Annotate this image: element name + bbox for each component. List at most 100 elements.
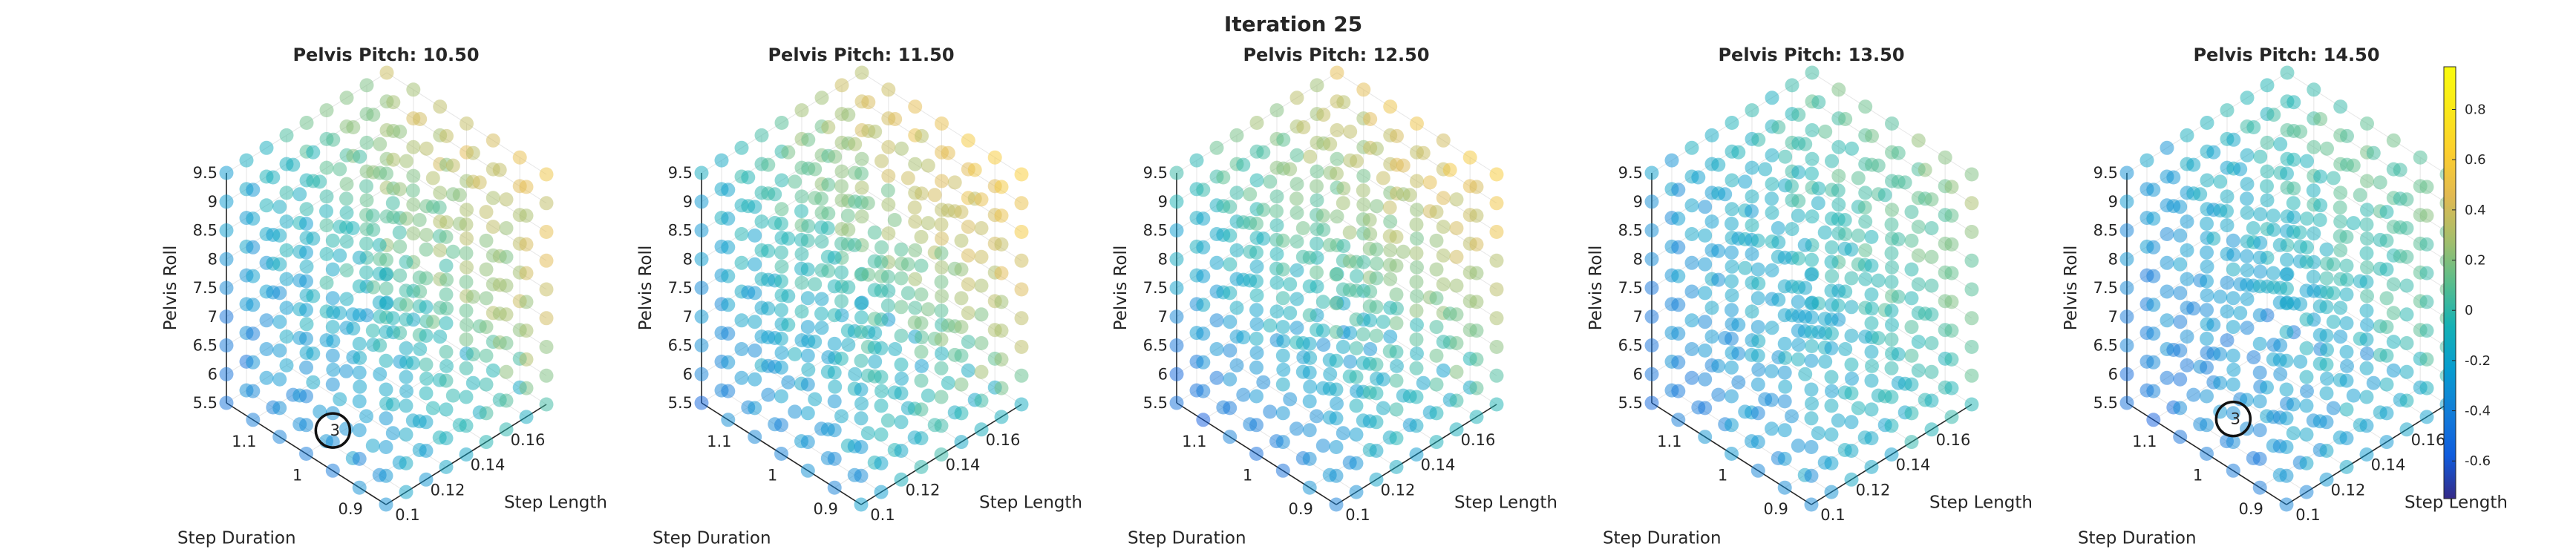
scatter-point: [339, 292, 354, 306]
z-tick-label: 9: [683, 193, 693, 211]
scatter-point: [1777, 480, 1792, 495]
scatter-point: [954, 262, 969, 277]
scatter-point: [1750, 262, 1765, 277]
scatter-point: [359, 409, 373, 424]
scatter-point: [774, 245, 788, 260]
scatter-point: [1884, 390, 1899, 404]
scatter-point: [1904, 435, 1919, 450]
scatter-point: [379, 468, 393, 483]
scatter-point: [1349, 341, 1364, 355]
scatter-point: [881, 197, 896, 212]
scatter-point: [279, 243, 294, 257]
scatter-point: [2173, 228, 2188, 243]
scatter-point: [486, 220, 500, 234]
scatter-point: [1964, 282, 1979, 297]
scatter-point: [1911, 248, 1926, 263]
scatter-point: [2413, 150, 2428, 165]
scatter-point: [748, 401, 762, 416]
z-tick-label: 9.5: [2093, 164, 2118, 182]
scatter-point: [2419, 381, 2434, 395]
x-tick-label: 0.16: [1936, 431, 1971, 449]
scatter-point: [359, 193, 374, 208]
scatter-point: [854, 267, 869, 282]
scatter-point: [1725, 418, 1739, 433]
y-tick-label: 0.9: [1288, 500, 1312, 518]
scatter-point: [1964, 311, 1979, 326]
scatter-point: [1315, 209, 1330, 223]
scatter-point: [1904, 320, 1919, 335]
scatter-point: [781, 375, 796, 390]
scatter-point: [1891, 347, 1906, 361]
scatter-point: [1189, 153, 1204, 168]
scatter-point: [935, 116, 949, 131]
scatter-point: [1864, 402, 1879, 417]
scatter-point: [1750, 377, 1765, 392]
scatter-point: [1289, 148, 1304, 163]
scatter-point: [1449, 393, 1464, 408]
scatter-point: [2326, 171, 2341, 186]
scatter-point: [2173, 343, 2188, 358]
scatter-point: [339, 206, 354, 220]
scatter-point: [1449, 221, 1464, 235]
scatter-point: [994, 410, 1009, 424]
scatter-point: [1336, 181, 1351, 196]
scatter-point: [2220, 304, 2235, 319]
scatter-point: [2333, 99, 2348, 114]
scatter-point: [373, 367, 388, 381]
scatter-point: [1350, 269, 1364, 283]
scatter-point: [1349, 312, 1364, 327]
scatter-point: [974, 364, 989, 379]
scatter-point: [1275, 262, 1290, 277]
scatter-point: [272, 228, 287, 243]
scatter-point: [827, 250, 842, 265]
scatter-point: [1671, 183, 1686, 197]
scatter-point: [386, 95, 401, 110]
scatter-point: [1229, 358, 1244, 372]
scatter-point: [1329, 353, 1344, 368]
scatter-point: [794, 189, 809, 204]
scatter-point: [373, 137, 388, 151]
scatter-point: [1336, 196, 1350, 211]
scatter-point: [1014, 225, 1029, 239]
scatter-points: [694, 65, 1029, 512]
scatter-point: [854, 411, 869, 426]
y-tick-label: 1: [2193, 467, 2203, 485]
scatter-point: [2360, 318, 2374, 332]
scatter-point: [299, 259, 314, 274]
scatter-point: [1765, 177, 1779, 191]
scatter-point: [2186, 157, 2201, 172]
scatter-point: [721, 183, 736, 197]
panel-2: Pelvis Pitch: 11.50 5.5 6 6.5 7 7.5 8 8.5 9 9.5 0.…: [636, 45, 1082, 548]
scatter-point: [1777, 279, 1792, 294]
scatter-point: [860, 426, 875, 441]
scatter-point: [874, 370, 889, 384]
scatter-point: [413, 342, 428, 356]
scatter-point: [365, 324, 380, 338]
scatter-point: [974, 422, 989, 437]
scatter-point: [800, 377, 815, 392]
scatter-point: [1738, 260, 1753, 275]
scatter-point: [1449, 422, 1464, 437]
scatter-point: [319, 246, 334, 261]
scatter-point: [539, 368, 554, 383]
scatter-point: [299, 317, 314, 332]
scatter-point: [539, 253, 554, 268]
scatter-point: [1964, 253, 1979, 268]
scatter-point: [379, 281, 393, 296]
scatter-point: [479, 348, 494, 363]
scatter-point: [874, 283, 889, 298]
scatter-point: [445, 388, 460, 403]
colorbar-tick-label: -0.2: [2465, 353, 2491, 369]
scatter-point: [881, 168, 896, 183]
scatter-point: [2226, 348, 2240, 363]
scatter-point: [1704, 214, 1719, 229]
scatter-point: [800, 463, 815, 478]
scatter-point: [827, 365, 842, 380]
scatter-point: [2419, 324, 2434, 338]
scatter-point: [2200, 389, 2214, 404]
scatter-point: [2253, 149, 2268, 164]
scatter-point: [854, 353, 869, 368]
z-tick-label: 8.5: [1618, 222, 1643, 240]
scatter-point: [399, 456, 413, 470]
scatter-point: [539, 225, 554, 239]
